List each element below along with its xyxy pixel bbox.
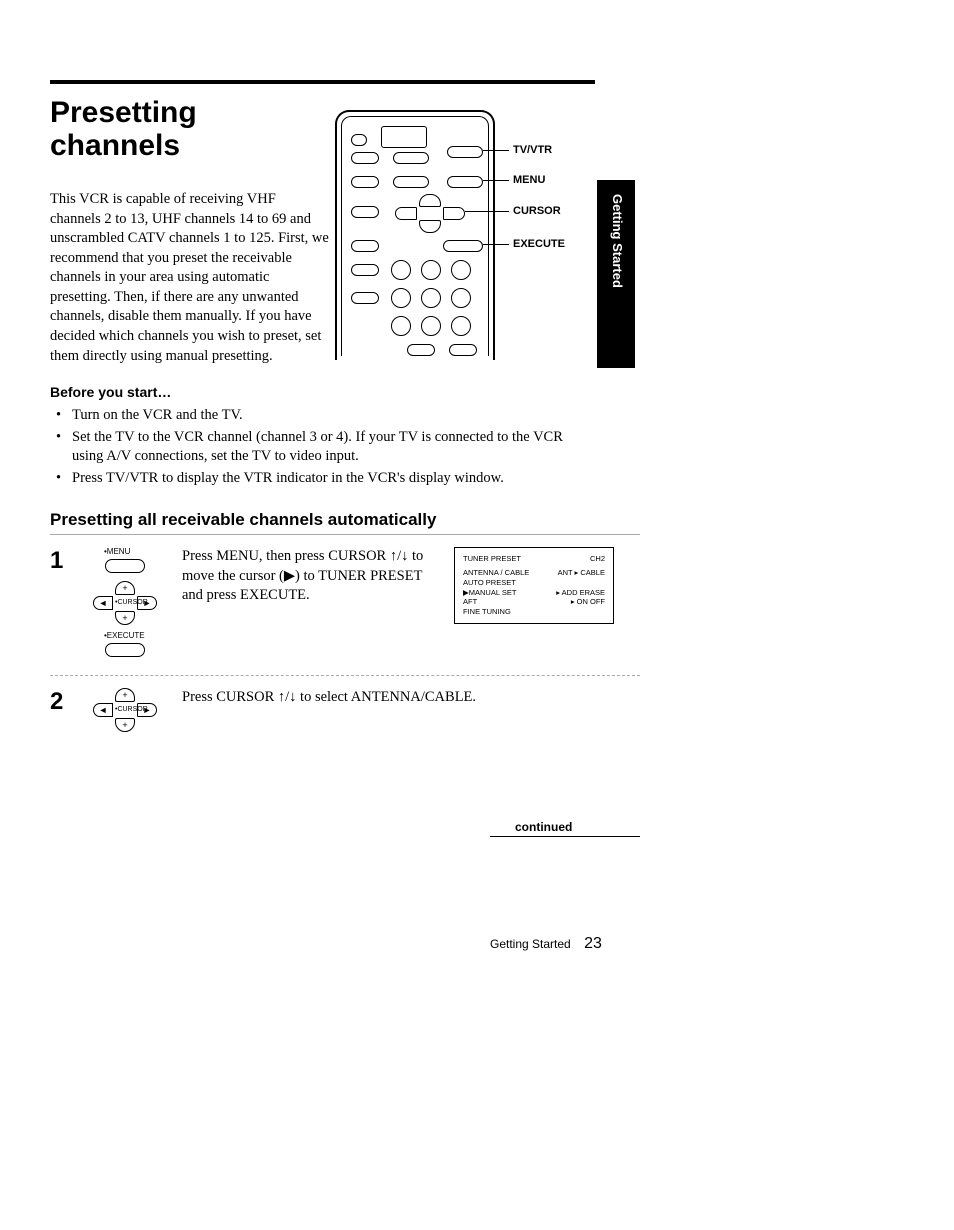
title-line-1: Presetting (50, 96, 197, 129)
remote-button (391, 260, 411, 280)
arrow-left-icon: ◄ (93, 596, 113, 610)
osd-channel: CH2 (590, 554, 605, 564)
bullet-item: Set the TV to the VCR channel (channel 3… (50, 428, 570, 467)
callout-tvvtr: TV/VTR (513, 144, 552, 156)
execute-button-icon (105, 643, 145, 657)
remote-menu-button (447, 176, 483, 188)
remote-cursor-up (419, 194, 441, 207)
remote-tvvtr-button (447, 146, 483, 158)
remote-diagram: TV/VTR MENU CURSOR EXECUTE (335, 110, 595, 370)
callout-cursor: CURSOR (513, 205, 561, 217)
remote-button (421, 288, 441, 308)
continued-label: continued (515, 820, 572, 834)
arrow-up-icon: + (115, 581, 135, 595)
osd-screen: TUNER PRESET CH2 ANTENNA / CABLE ANT ▸ CAB… (454, 547, 614, 624)
auto-preset-heading: Presetting all receivable channels autom… (50, 510, 640, 530)
remote-button (393, 152, 429, 164)
remote-button (351, 152, 379, 164)
cursor-label: •CURSOR (112, 703, 140, 717)
footer-section: Getting Started (490, 937, 571, 951)
osd-r1a: ANTENNA / CABLE (463, 568, 529, 578)
callout-line (483, 244, 509, 245)
remote-button (451, 288, 471, 308)
osd-r1b: ANT ▸ CABLE (558, 568, 605, 578)
step-number: 2 (50, 688, 68, 716)
step-2-icons: + + ◄ ► •CURSOR (80, 688, 170, 732)
remote-button (351, 292, 379, 304)
arrow-left-icon: ◄ (93, 703, 113, 717)
step-1: 1 •MENU + + ◄ ► •CURSOR •EXECUTE Press M… (50, 547, 640, 665)
remote-button (351, 134, 367, 146)
osd-r3b: ▸ ADD ERASE (556, 588, 605, 598)
top-rule (50, 80, 595, 84)
cursor-label: •CURSOR (112, 596, 140, 610)
step-1-icons: •MENU + + ◄ ► •CURSOR •EXECUTE (80, 547, 170, 665)
title-line-2: channels (50, 129, 180, 162)
remote-button (391, 316, 411, 336)
step-2: 2 + + ◄ ► •CURSOR Press CURSOR ↑/↓ to se… (50, 688, 640, 732)
cursor-pad-icon: + + ◄ ► •CURSOR (80, 688, 170, 732)
remote-button (451, 316, 471, 336)
step-2-text: Press CURSOR ↑/↓ to select ANTENNA/CABLE… (182, 688, 562, 708)
remote-button (449, 344, 477, 356)
callout-line (483, 150, 509, 151)
callout-line (483, 180, 509, 181)
bullet-item: Turn on the VCR and the TV. (50, 406, 570, 426)
remote-button (351, 264, 379, 276)
callout-line (465, 211, 509, 212)
divider (50, 534, 640, 535)
divider (50, 675, 640, 676)
step-number: 1 (50, 547, 68, 575)
remote-body (335, 110, 495, 360)
remote-button (351, 206, 379, 218)
cursor-pad-icon: + + ◄ ► •CURSOR (80, 581, 170, 625)
menu-label: •MENU (80, 547, 170, 556)
osd-r2a: AUTO PRESET (463, 578, 516, 588)
remote-button (351, 176, 379, 188)
remote-button (407, 344, 435, 356)
remote-button (451, 260, 471, 280)
arrow-up-icon: + (115, 688, 135, 702)
page-number: 23 (584, 935, 602, 952)
remote-button (391, 288, 411, 308)
callout-menu: MENU (513, 174, 545, 186)
side-tab: Getting Started (597, 180, 635, 368)
osd-r4b: ▸ ON OFF (571, 597, 605, 607)
remote-display (381, 126, 427, 148)
arrow-down-icon: + (115, 718, 135, 732)
remote-button (421, 316, 441, 336)
step-1-text: Press MENU, then press CURSOR ↑/↓ to mov… (182, 547, 442, 606)
intro-paragraph: This VCR is capable of receiving VHF cha… (50, 190, 330, 366)
remote-button (351, 240, 379, 252)
osd-r3a: ▶MANUAL SET (463, 588, 516, 598)
remote-execute-button (443, 240, 483, 252)
remote-button (393, 176, 429, 188)
arrow-down-icon: + (115, 611, 135, 625)
menu-button-icon (105, 559, 145, 573)
continued-rule (490, 836, 640, 837)
bullet-item: Press TV/VTR to display the VTR indicato… (50, 469, 570, 489)
execute-label: •EXECUTE (80, 631, 170, 640)
footer: Getting Started 23 (490, 935, 602, 953)
callout-execute: EXECUTE (513, 238, 565, 250)
remote-cursor-left (395, 207, 417, 220)
osd-title: TUNER PRESET (463, 554, 521, 564)
remote-cursor-right (443, 207, 465, 220)
osd-r5a: FINE TUNING (463, 607, 511, 617)
before-you-start-heading: Before you start… (50, 384, 640, 400)
before-bullets: Turn on the VCR and the TV. Set the TV t… (50, 406, 570, 488)
osd-r4a: AFT (463, 597, 477, 607)
remote-button (421, 260, 441, 280)
